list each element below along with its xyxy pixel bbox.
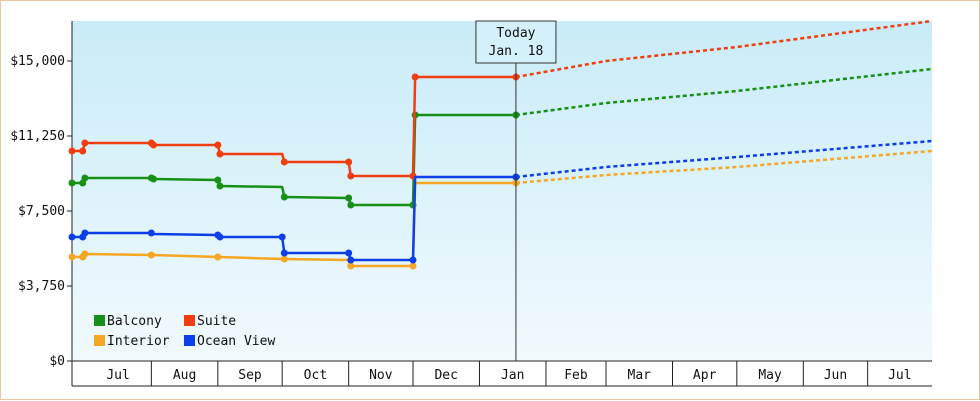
data-point-suite [214,141,222,149]
data-point-interior [147,251,155,259]
x-tick-label: Oct [304,368,327,383]
forecast-line-suite [515,19,933,79]
x-tick-label: Jun [824,368,847,383]
forecast-line-ocean-view [515,139,933,179]
legend-label-ocean-view: Ocean View [197,334,275,349]
data-point-balcony [81,174,89,182]
data-point-balcony [214,176,222,184]
data-point-balcony [345,194,353,202]
data-point-ocean-view [347,256,355,264]
series-suite [68,19,933,180]
data-point-interior [280,255,288,263]
data-point-interior [409,262,417,270]
data-point-suite [216,150,224,158]
legend-label-interior: Interior [107,334,170,349]
legend-swatch-suite [184,315,195,326]
y-tick-label: $11,250 [10,129,65,144]
data-point-ocean-view [409,256,417,264]
data-point-balcony [280,193,288,201]
y-tick-label: $15,000 [10,54,65,69]
data-point-suite [68,147,76,155]
legend-label-balcony: Balcony [107,314,162,329]
x-tick-label: Nov [369,368,393,383]
x-tick-label: Jul [106,368,129,383]
today-marker: Today Jan. 18 [475,20,557,361]
y-tick-label: $7,500 [18,204,65,219]
data-point-ocean-view [280,249,288,257]
data-point-balcony [149,175,157,183]
legend: Balcony Suite Interior Ocean View [94,314,275,349]
y-tick-label: $3,750 [18,279,65,294]
data-point-interior [214,253,222,261]
data-point-ocean-view [345,249,353,257]
legend-label-suite: Suite [197,314,236,329]
axes: $0 $3,750 $7,500 $11,250 $15,000 Jul Aug Sep Oct… [10,21,932,387]
series-line-suite [72,75,516,178]
data-point-suite [81,139,89,147]
data-point-suite [280,158,288,166]
today-label: Today [496,26,535,41]
data-point-ocean-view [278,233,286,241]
forecast-line-interior [515,149,933,185]
today-box [475,20,557,64]
data-point-ocean-view [81,229,89,237]
legend-swatch-ocean-view [184,335,195,346]
x-tick-label: Jul [888,368,911,383]
data-point-suite [149,141,157,149]
y-tick-label: $0 [49,354,65,369]
data-point-interior [347,262,355,270]
series-line-interior [72,181,516,268]
data-point-suite [345,158,353,166]
data-point-interior [68,253,76,261]
data-point-suite [347,172,355,180]
series-line-ocean-view [72,175,516,262]
data-point-balcony [216,182,224,190]
data-point-suite [411,73,419,81]
legend-swatch-balcony [94,315,105,326]
x-tick-label: Sep [238,368,262,383]
series-layer [68,19,933,270]
x-tick-label: Mar [628,368,652,383]
data-point-ocean-view [216,233,224,241]
x-tick-label: Apr [693,368,717,383]
data-point-balcony [68,179,76,187]
x-tick-label: May [758,368,782,383]
series-interior [68,149,933,270]
plot-area [72,21,932,361]
data-point-ocean-view [68,233,76,241]
data-point-balcony [347,201,355,209]
x-tick-label: Dec [434,368,457,383]
series-line-balcony [72,113,516,207]
legend-swatch-interior [94,335,105,346]
forecast-line-balcony [515,67,933,117]
data-point-interior [81,250,89,258]
x-tick-label: Jan [501,368,524,383]
data-point-ocean-view [147,229,155,237]
today-date: Jan. 18 [489,44,544,59]
series-ocean-view [68,139,933,264]
x-tick-label: Aug [173,368,196,383]
data-point-suite [79,147,87,155]
x-tick-label: Feb [564,368,588,383]
